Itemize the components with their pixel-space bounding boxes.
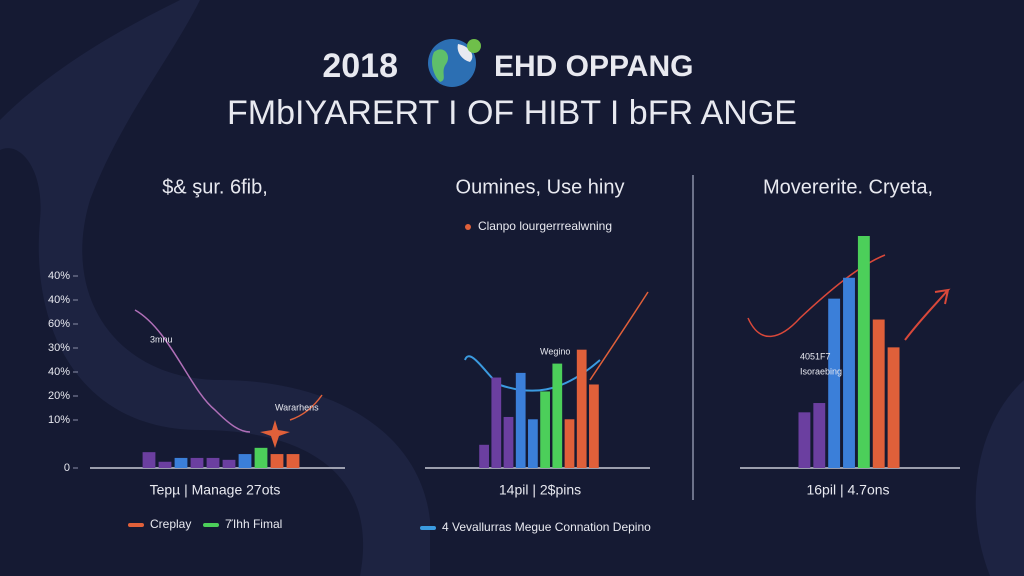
bar xyxy=(142,452,156,468)
bar xyxy=(503,416,514,468)
x-axis-label: 14pil | 2$pins xyxy=(499,482,581,498)
bar xyxy=(254,447,268,468)
bar xyxy=(190,457,204,468)
header-subtitle: FMbIYARERT I OF HIBT I bFR ANGE xyxy=(227,94,797,132)
y-tick-label: 40% xyxy=(48,270,70,282)
header-title: EHD OPPANG xyxy=(494,50,693,83)
bar xyxy=(479,444,489,468)
y-tick-label: 40% xyxy=(48,294,70,306)
bar xyxy=(828,298,841,468)
x-axis-label: Tepµ | Manage 27ots xyxy=(150,482,281,498)
bar xyxy=(564,419,575,468)
bar xyxy=(843,277,855,468)
bullet xyxy=(465,224,471,230)
panel-subtitle: Clanpo lourgerrrealwning xyxy=(478,219,612,233)
bar xyxy=(540,391,550,468)
bar xyxy=(238,454,252,468)
bar xyxy=(887,347,900,468)
y-tick-label: 40% xyxy=(48,366,70,378)
bar xyxy=(872,319,885,468)
y-tick-label: 60% xyxy=(48,318,70,330)
panel-title: $& şur. 6fib, xyxy=(162,176,268,198)
globe-icon xyxy=(428,39,481,87)
bar xyxy=(491,377,502,468)
bar xyxy=(270,454,284,468)
legend-swatch xyxy=(128,523,144,527)
y-tick-label: 0 xyxy=(64,462,70,474)
decor-line xyxy=(904,288,951,341)
annotation: Wegino xyxy=(540,346,570,356)
panel-title: Oumines, Use hiny xyxy=(456,176,625,198)
annotation: 3mnu xyxy=(150,334,173,344)
legend-label: 7Ίhh Fimal xyxy=(225,517,282,531)
bar xyxy=(798,412,811,468)
y-tick-label: 10% xyxy=(48,414,70,426)
bar xyxy=(576,349,587,468)
legend-swatch xyxy=(420,526,436,530)
bar xyxy=(589,384,599,468)
decor-swirl xyxy=(0,0,430,576)
bar xyxy=(222,459,236,468)
bar xyxy=(206,457,220,468)
panel-title: Movererite. Cryeta, xyxy=(763,176,933,198)
decor-line xyxy=(134,309,251,433)
bar xyxy=(813,403,826,468)
decor-line xyxy=(289,394,323,421)
bar xyxy=(515,372,526,468)
legend-swatch xyxy=(203,523,219,527)
decor-line xyxy=(589,291,649,381)
x-axis-label: 16pil | 4.7ons xyxy=(806,482,889,498)
bar xyxy=(528,419,538,468)
y-tick-label: 30% xyxy=(48,342,70,354)
header-year: 2018 xyxy=(322,47,398,85)
decor-swirl xyxy=(975,380,1024,576)
bar xyxy=(158,461,172,468)
legend-label: Creplay xyxy=(150,517,191,531)
annotation: 4051F7 xyxy=(800,351,831,361)
annotation: Wararhens xyxy=(275,402,319,412)
bar xyxy=(857,236,870,468)
annotation: Isoraebing xyxy=(800,366,842,376)
bar xyxy=(552,363,563,468)
decor-spark xyxy=(260,420,290,448)
bar xyxy=(174,457,188,468)
y-tick-label: 20% xyxy=(48,390,70,402)
bar xyxy=(286,454,300,468)
legend-label: 4 Vevallurras Megue Connation Depino xyxy=(442,520,651,534)
